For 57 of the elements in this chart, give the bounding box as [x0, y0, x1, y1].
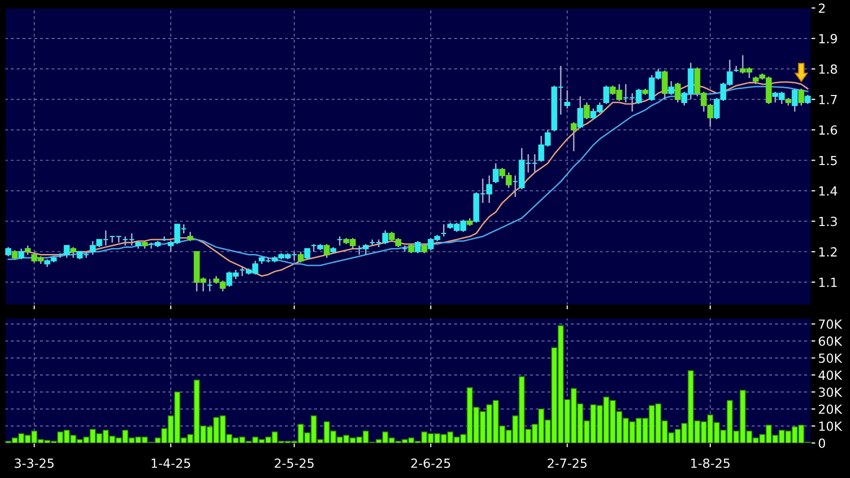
candlestick — [492, 162, 499, 184]
candlestick — [18, 248, 24, 260]
candlestick — [336, 236, 343, 246]
candlestick — [584, 102, 590, 120]
y-tick-label: 1.4 — [819, 186, 838, 196]
x-tick-label: 1-8-25 — [691, 458, 730, 468]
candlestick — [24, 244, 31, 256]
candlestick — [187, 231, 194, 242]
candlestick — [12, 249, 18, 260]
y-tick-label: 20K — [818, 404, 842, 414]
x-tick-label: 3-3-25 — [14, 458, 54, 468]
y-tick-label: 40K — [818, 370, 842, 380]
y-tick-label: 60K — [818, 336, 842, 346]
candlestick — [532, 154, 538, 174]
candlestick — [570, 122, 577, 152]
candlestick — [421, 243, 428, 254]
candlestick — [206, 278, 213, 292]
candlestick — [5, 246, 12, 257]
candlestick — [622, 83, 629, 104]
y-tick-label: 1.1 — [819, 278, 837, 287]
candlestick — [70, 246, 76, 258]
x-tick-label: 2-7-25 — [548, 458, 587, 468]
y-tick-label: 1.5 — [819, 156, 837, 166]
y-tick-label: 30K — [818, 387, 842, 397]
y-tick-label: 1.7 — [819, 95, 837, 104]
y-tick-label: 1.8 — [819, 64, 837, 74]
candlestick — [603, 84, 610, 105]
candlestick — [298, 250, 304, 264]
y-tick-label: 50K — [818, 353, 842, 363]
candlestick — [798, 88, 804, 106]
y-tick-label: 1.3 — [819, 216, 837, 226]
candlestick — [128, 232, 135, 246]
candlestick — [324, 243, 330, 258]
candlestick — [792, 88, 798, 112]
x-tick-label: 1-4-25 — [152, 458, 190, 468]
candlestick — [408, 243, 414, 254]
y-tick-label: 2 — [818, 3, 825, 13]
candlestick — [662, 70, 668, 100]
y-tick-label: 1.2 — [819, 247, 837, 256]
candlestick — [109, 236, 116, 244]
candlestick — [304, 248, 310, 260]
candlestick — [577, 96, 584, 130]
candlestick — [122, 236, 128, 246]
y-tick-label: 1.6 — [819, 125, 838, 135]
candlestick — [116, 236, 122, 244]
y-tick-label: 10K — [819, 421, 842, 431]
x-tick-label: 2-5-25 — [274, 458, 314, 468]
y-tick-label: 1.9 — [819, 34, 837, 44]
candlestick — [564, 90, 570, 110]
candlestick — [414, 240, 421, 254]
candlestick — [668, 80, 674, 96]
y-tick-label: 70K — [818, 319, 842, 329]
candlestick — [804, 94, 811, 105]
candlestick — [674, 82, 681, 104]
y-tick-label: 0 — [818, 438, 826, 448]
x-tick-label: 2-6-25 — [411, 458, 450, 468]
candlestick — [440, 224, 447, 238]
